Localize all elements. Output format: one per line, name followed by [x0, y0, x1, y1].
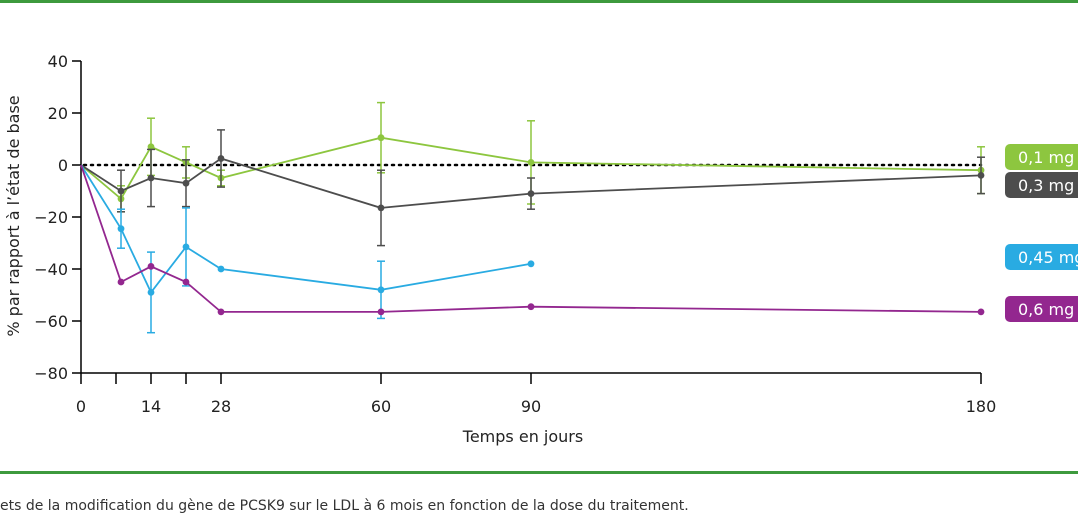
data-point	[977, 308, 985, 316]
data-point	[117, 225, 125, 233]
data-point	[377, 134, 385, 142]
data-point	[217, 308, 225, 316]
data-point	[527, 159, 535, 166]
x-tick-label: 180	[966, 397, 997, 416]
data-point	[527, 303, 535, 311]
data-point	[182, 278, 190, 286]
series-layer	[80, 101, 985, 334]
figure-caption: ets de la modification du gène de PCSK9 …	[0, 498, 689, 514]
x-axis-label: Temps en jours	[462, 427, 583, 446]
y-axis-label: % par rapport à l’état de base	[4, 95, 23, 336]
data-point	[147, 289, 155, 296]
data-point	[117, 278, 125, 286]
x-tick-label: 0	[76, 397, 86, 416]
data-point	[527, 190, 535, 198]
legend-label: 0,1 mg	[1018, 148, 1074, 167]
y-tick-label: −80	[34, 364, 68, 383]
legend-label: 0,3 mg	[1018, 176, 1074, 195]
x-tick-label: 28	[211, 397, 231, 416]
x-tick-label: 14	[141, 397, 161, 416]
y-tick-label: −20	[34, 208, 68, 227]
y-tick-label: 0	[58, 156, 68, 175]
y-tick-label: −40	[34, 260, 68, 279]
x-tick-label: 60	[371, 397, 391, 416]
series-line	[80, 157, 982, 209]
series-1	[80, 129, 985, 247]
bottom-border	[0, 471, 1078, 474]
data-point	[377, 204, 385, 212]
series-line	[80, 164, 982, 313]
line-chart: 40 20 0 −20 −40 −60 −80 0 14 28 60 90 180 0,1 mg 0,3…	[4, 52, 1078, 446]
top-border	[0, 0, 1078, 3]
data-point	[182, 179, 190, 187]
data-point	[147, 174, 155, 182]
data-point	[182, 243, 190, 251]
data-point	[977, 172, 985, 179]
legend-label: 0,45 mg	[1018, 248, 1078, 267]
legend: 0,1 mg 0,3 mg 0,45 mg 0,6 mg	[1005, 144, 1078, 322]
data-point	[527, 260, 535, 268]
legend-tag	[1005, 244, 1078, 270]
legend-tag	[1005, 172, 1078, 198]
legend-label: 0,6 mg	[1018, 300, 1074, 319]
data-point	[377, 286, 385, 294]
data-point	[147, 143, 155, 151]
y-ticks: 40 20 0 −20 −40 −60 −80	[34, 52, 81, 383]
y-tick-label: 40	[48, 52, 68, 71]
data-point	[117, 187, 125, 195]
series-3	[80, 164, 985, 316]
y-tick-label: 20	[48, 104, 68, 123]
axes	[80, 61, 983, 374]
data-point	[147, 263, 155, 270]
legend-tag	[1005, 144, 1078, 170]
y-tick-label: −60	[34, 312, 68, 331]
legend-tag	[1005, 296, 1078, 322]
data-point	[377, 308, 385, 316]
x-tick-label: 90	[521, 397, 541, 416]
data-point	[217, 155, 225, 162]
data-point	[217, 265, 225, 273]
x-ticks: 0 14 28 60 90 180	[76, 373, 996, 416]
series-2	[80, 164, 535, 334]
